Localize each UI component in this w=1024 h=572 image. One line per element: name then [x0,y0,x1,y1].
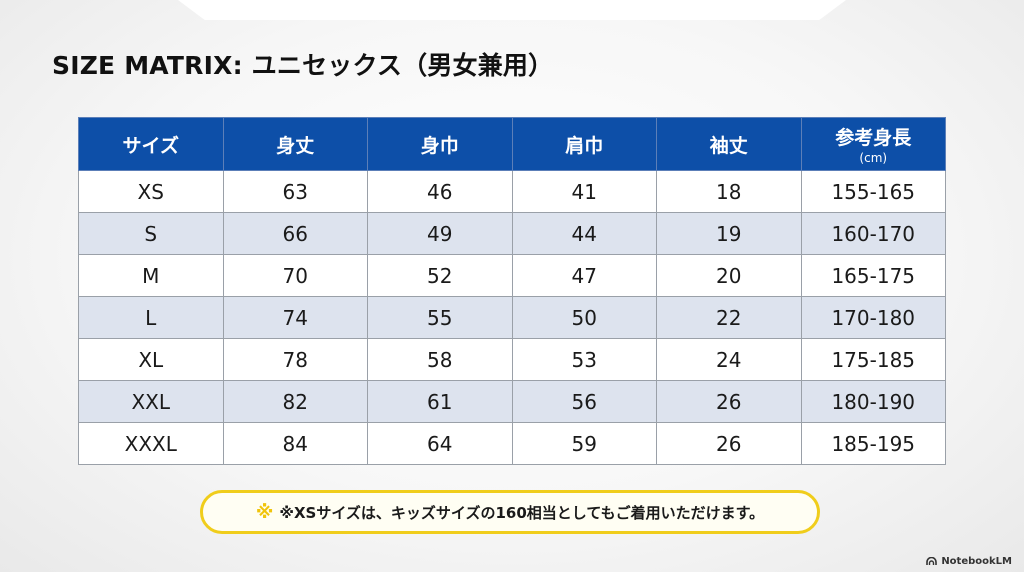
cell-reference-height: 185-195 [800,422,946,465]
cell-reference-height: 165-175 [800,254,946,297]
cell-size: XXL [78,380,224,423]
cell-size: XS [78,170,224,213]
page-title: SIZE MATRIX: ユニセックス（男女兼用） [52,51,554,80]
header-size: サイズ [78,117,224,171]
cell-shoulder-width: 53 [511,338,657,381]
cell-sleeve-length: 22 [656,296,802,339]
cell-shoulder-width: 44 [511,212,657,255]
cell-sleeve-length: 19 [656,212,802,255]
cell-body-length: 82 [222,380,368,423]
note-text: ※XSサイズは、キッズサイズの160相当としてもご着用いただけます。 [279,503,765,522]
cell-sleeve-length: 26 [656,422,802,465]
cell-reference-height: 170-180 [800,296,946,339]
cell-shoulder-width: 47 [511,254,657,297]
top-light-decoration [178,0,846,20]
note-box: ※ ※XSサイズは、キッズサイズの160相当としてもご着用いただけます。 [200,490,820,534]
header-unit: (cm) [859,151,888,165]
header-body-length: 身丈 [222,117,368,171]
cell-sleeve-length: 18 [656,170,802,213]
cell-body-width: 64 [367,422,513,465]
brand-label: NotebookLM [941,556,1012,567]
notebooklm-logo-icon [926,557,938,566]
table-row: S 66 49 44 19 160-170 [78,212,946,255]
table-body: XS 63 46 41 18 155-165 S 66 49 44 19 160-170 M 70 52 47… [78,170,946,465]
cell-body-width: 49 [367,212,513,255]
cell-reference-height: 155-165 [800,170,946,213]
cell-reference-height: 180-190 [800,380,946,423]
cell-body-width: 52 [367,254,513,297]
cell-shoulder-width: 50 [511,296,657,339]
cell-size: L [78,296,224,339]
table-row: XL 78 58 53 24 175-185 [78,338,946,381]
cell-body-length: 84 [222,422,368,465]
cell-sleeve-length: 26 [656,380,802,423]
cell-shoulder-width: 59 [511,422,657,465]
header-reference-height: 参考身長 (cm) [800,117,946,171]
table-header-row: サイズ 身丈 身巾 肩巾 袖丈 参考身長 (cm) [78,117,946,171]
table-row: M 70 52 47 20 165-175 [78,254,946,297]
cell-shoulder-width: 41 [511,170,657,213]
cell-body-length: 70 [222,254,368,297]
header-reference-height-label: 参考身長 [835,127,912,149]
header-body-width: 身巾 [367,117,513,171]
table-row: XS 63 46 41 18 155-165 [78,170,946,213]
cell-size: S [78,212,224,255]
cell-shoulder-width: 56 [511,380,657,423]
cell-body-length: 78 [222,338,368,381]
cell-body-width: 61 [367,380,513,423]
table-row: XXL 82 61 56 26 180-190 [78,380,946,423]
cell-reference-height: 160-170 [800,212,946,255]
note-mark: ※ [255,501,274,523]
cell-size: XXXL [78,422,224,465]
cell-body-length: 66 [222,212,368,255]
cell-size: M [78,254,224,297]
cell-sleeve-length: 20 [656,254,802,297]
brand: NotebookLM [926,556,1012,567]
cell-body-length: 74 [222,296,368,339]
size-table: サイズ 身丈 身巾 肩巾 袖丈 参考身長 (cm) XS 63 46 41 18 155-… [78,117,946,465]
cell-body-width: 46 [367,170,513,213]
cell-body-width: 55 [367,296,513,339]
table-row: XXXL 84 64 59 26 185-195 [78,422,946,465]
cell-size: XL [78,338,224,381]
header-shoulder-width: 肩巾 [511,117,657,171]
cell-body-width: 58 [367,338,513,381]
cell-sleeve-length: 24 [656,338,802,381]
cell-reference-height: 175-185 [800,338,946,381]
header-sleeve-length: 袖丈 [656,117,802,171]
cell-body-length: 63 [222,170,368,213]
table-row: L 74 55 50 22 170-180 [78,296,946,339]
